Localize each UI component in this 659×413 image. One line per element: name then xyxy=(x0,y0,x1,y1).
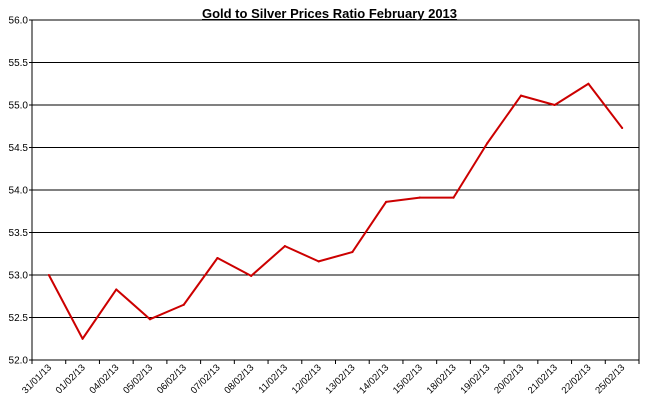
y-tick-labels: 52.0 52.5 53.0 53.5 54.0 54.5 55.0 55.5 56.0 xyxy=(9,16,29,367)
data-point xyxy=(250,274,253,277)
x-tick-label: 06/02/13 xyxy=(155,362,189,396)
data-point xyxy=(317,260,320,263)
y-tick-label: 54.0 xyxy=(9,186,29,197)
data-point xyxy=(519,94,522,97)
data-point xyxy=(452,196,455,199)
grid-lines xyxy=(32,19,639,361)
series-line-segment xyxy=(115,288,152,321)
data-point xyxy=(47,274,50,276)
series-line-segment xyxy=(283,245,320,263)
x-tick-label: 14/02/13 xyxy=(357,362,391,396)
x-tick-label: 12/02/13 xyxy=(290,362,324,396)
x-tick-label: 22/02/13 xyxy=(560,362,594,396)
x-tick-label: 25/02/13 xyxy=(593,362,627,396)
data-point xyxy=(621,126,624,129)
y-tick-label: 55.0 xyxy=(9,101,29,112)
y-tick-label: 56.0 xyxy=(9,16,29,27)
data-point xyxy=(283,245,286,248)
data-point xyxy=(115,288,118,291)
x-tick-label: 13/02/13 xyxy=(324,362,358,396)
y-tick-label: 53.5 xyxy=(9,228,29,239)
series-line-segment xyxy=(519,94,556,106)
series-line-segment xyxy=(216,257,253,277)
data-point xyxy=(182,303,185,306)
y-tick-label: 52.5 xyxy=(9,313,29,324)
y-tick-label: 53.0 xyxy=(9,271,29,282)
x-tick-label: 31/01/13 xyxy=(20,362,54,396)
data-point xyxy=(587,82,590,85)
series-line-segment xyxy=(587,82,624,129)
series-line-segment xyxy=(47,274,84,340)
x-tick-label: 11/02/13 xyxy=(257,362,290,395)
x-tick-labels: 31/01/13 01/02/13 04/02/13 05/02/13 06/02/13… xyxy=(20,362,627,396)
x-tick-label: 20/02/13 xyxy=(492,362,526,396)
x-tick-label: 15/02/13 xyxy=(391,362,425,396)
series-line-segment xyxy=(317,251,354,263)
axes xyxy=(29,19,640,364)
x-tick-label: 21/02/13 xyxy=(526,362,560,396)
series-line-segment xyxy=(553,82,590,106)
series-line-segment xyxy=(149,303,185,321)
series-line-segment xyxy=(182,257,219,306)
x-tick-label: 05/02/13 xyxy=(121,362,155,396)
series-gold-silver-ratio xyxy=(47,82,624,340)
series-line-segment xyxy=(81,288,118,340)
x-tick-label: 18/02/13 xyxy=(425,362,459,396)
x-tick-label: 19/02/13 xyxy=(458,362,492,396)
data-point xyxy=(418,196,421,199)
data-point xyxy=(216,257,219,259)
chart-title: Gold to Silver Prices Ratio February 201… xyxy=(201,6,458,21)
data-point xyxy=(81,337,84,340)
y-tick-label: 54.5 xyxy=(9,143,29,154)
x-tick-label: 01/02/13 xyxy=(54,362,88,396)
series-line-segment xyxy=(486,94,522,145)
data-point xyxy=(486,142,489,145)
x-tick-label: 07/02/13 xyxy=(189,362,223,396)
series-line-segment xyxy=(385,196,421,203)
series-line-segment xyxy=(452,142,489,199)
series-line-segment xyxy=(250,245,286,277)
x-tick-label: 04/02/13 xyxy=(87,362,121,396)
y-tick-label: 52.0 xyxy=(9,356,29,367)
data-point xyxy=(553,104,556,106)
series-line-segment xyxy=(351,200,388,254)
y-tick-label: 55.5 xyxy=(9,58,29,69)
data-point xyxy=(351,251,354,254)
data-point xyxy=(149,318,152,321)
x-tick-label: 08/02/13 xyxy=(222,362,256,396)
data-point xyxy=(385,200,388,203)
